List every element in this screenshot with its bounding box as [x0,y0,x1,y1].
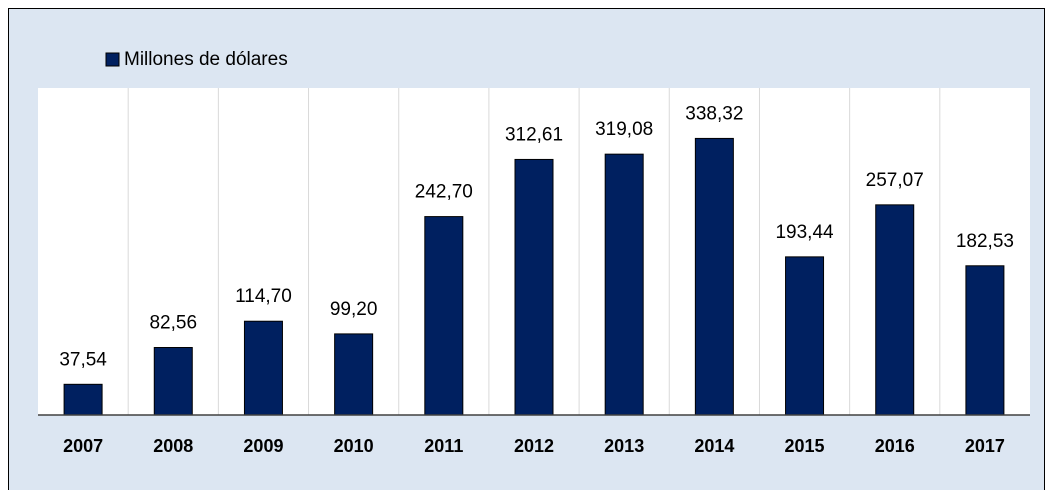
x-tick-label: 2009 [243,436,283,456]
value-label: 114,70 [235,286,292,307]
x-tick-label: 2017 [965,436,1005,456]
value-label: 82,56 [149,313,197,334]
value-label: 37,54 [59,349,107,370]
legend-label: Millones de dólares [124,49,288,70]
bar [243,320,283,416]
bar [965,265,1005,416]
bar [694,137,734,416]
x-tick-label: 2016 [875,436,915,456]
x-tick-label: 2007 [63,436,103,456]
value-label: 99,20 [330,299,378,320]
x-tick-label: 2015 [785,436,825,456]
x-tick-label: 2011 [424,436,463,456]
x-tick-label: 2008 [153,436,193,456]
bar [514,158,554,416]
bar [604,153,644,416]
bar [424,216,464,416]
bar [334,333,374,416]
value-label: 312,61 [505,124,563,145]
legend-swatch [105,52,120,67]
value-label: 193,44 [775,222,834,243]
x-tick-label: 2012 [514,436,554,456]
bar [153,347,193,416]
x-tick-label: 2010 [334,436,374,456]
value-label: 319,08 [595,119,653,140]
value-label: 257,07 [866,170,924,191]
bar [785,256,825,416]
value-label: 338,32 [685,103,743,124]
value-label: 242,70 [415,182,473,203]
x-tick-label: 2014 [694,436,734,456]
value-label: 182,53 [956,231,1014,252]
bar [63,383,103,416]
bar [875,204,915,416]
x-tick-label: 2013 [604,436,644,456]
